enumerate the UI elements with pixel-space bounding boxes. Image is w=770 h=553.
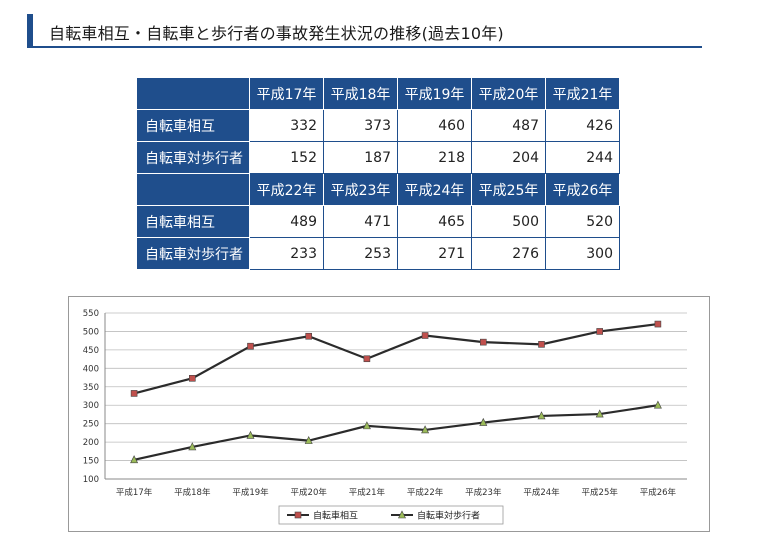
year-header: 平成20年 — [471, 77, 546, 110]
year-header: 平成19年 — [397, 77, 472, 110]
y-tick-label: 450 — [83, 346, 99, 356]
data-point — [247, 342, 254, 350]
table-row: 自転車相互 489 471 465 500 520 — [136, 205, 620, 238]
data-point — [421, 425, 430, 434]
table-cell: 426 — [545, 109, 620, 142]
x-tick-label: 平成23年 — [465, 487, 502, 498]
data-point — [538, 341, 545, 348]
data-point — [246, 430, 255, 439]
data-point — [304, 435, 313, 444]
legend-marker — [398, 510, 406, 519]
year-header: 平成17年 — [249, 77, 324, 110]
legend-label: 自転車対歩行者 — [417, 510, 480, 522]
data-point — [188, 442, 197, 451]
y-tick-label: 500 — [83, 327, 99, 337]
y-tick-label: 150 — [83, 457, 99, 467]
x-tick-label: 平成21年 — [349, 487, 386, 498]
x-tick-label: 平成25年 — [582, 487, 619, 498]
x-tick-label: 平成17年 — [116, 487, 153, 498]
data-point — [596, 328, 604, 335]
year-header: 平成26年 — [545, 173, 620, 206]
x-tick-label: 平成20年 — [291, 487, 328, 498]
data-point — [130, 390, 138, 397]
data-point — [421, 332, 429, 339]
series-line — [133, 404, 659, 461]
year-header: 平成18年 — [323, 77, 398, 110]
row-label: 自転車相互 — [136, 109, 250, 142]
legend-label: 自転車相互 — [313, 510, 358, 522]
year-header: 平成24年 — [397, 173, 472, 206]
year-header: 平成22年 — [249, 173, 324, 206]
data-point — [654, 320, 662, 328]
x-tick-label: 平成26年 — [640, 487, 677, 498]
data-point — [130, 455, 139, 464]
chart-canvas: 100 150 200 250 300 350 400 450 500 550 平成17年 平成18年… — [83, 309, 687, 525]
table-cell: 465 — [397, 205, 472, 238]
data-point — [479, 417, 488, 426]
y-tick-label: 200 — [83, 438, 99, 448]
table-header-row: 平成17年 平成18年 平成19年 平成20年 平成21年 — [136, 77, 620, 110]
year-header: 平成23年 — [323, 173, 398, 206]
data-point — [595, 409, 604, 418]
y-tick-label: 550 — [83, 309, 99, 319]
table-cell: 253 — [323, 237, 398, 270]
header-corner-cell — [136, 173, 250, 206]
table-cell: 300 — [545, 237, 620, 270]
table-cell: 152 — [249, 141, 324, 174]
table-cell: 373 — [323, 109, 398, 142]
y-tick-label: 250 — [83, 420, 99, 430]
data-point — [362, 421, 371, 430]
data-point — [305, 332, 312, 340]
table-cell: 332 — [249, 109, 324, 142]
year-header: 平成25年 — [471, 173, 546, 206]
table-cell: 218 — [397, 141, 472, 174]
table-row: 自転車対歩行者 152 187 218 204 244 — [136, 141, 620, 174]
data-point — [653, 400, 662, 409]
table-cell: 187 — [323, 141, 398, 174]
data-point — [189, 374, 196, 382]
data-point — [537, 411, 546, 420]
table-header-row: 平成22年 平成23年 平成24年 平成25年 平成26年 — [136, 173, 620, 206]
year-header: 平成21年 — [545, 77, 620, 110]
table-row: 自転車対歩行者 233 253 271 276 300 — [136, 237, 620, 270]
table-cell: 487 — [471, 109, 546, 142]
x-tick-label: 平成19年 — [232, 487, 269, 498]
row-label: 自転車相互 — [136, 205, 250, 238]
section-heading: 自転車相互・自転車と歩行者の事故発生状況の推移(過去10年) — [27, 14, 702, 48]
y-tick-label: 300 — [83, 401, 99, 411]
data-point — [363, 355, 371, 363]
table-cell: 489 — [249, 205, 324, 238]
x-tick-label: 平成22年 — [407, 487, 444, 498]
table-cell: 276 — [471, 237, 546, 270]
data-point — [479, 338, 487, 346]
table-cell: 271 — [397, 237, 472, 270]
legend-marker — [294, 511, 302, 519]
table-cell: 520 — [545, 205, 620, 238]
table-cell: 500 — [471, 205, 546, 238]
table-cell: 233 — [249, 237, 324, 270]
header-corner-cell — [136, 77, 250, 110]
series-line — [133, 322, 659, 395]
table-cell: 460 — [397, 109, 472, 142]
y-tick-label: 350 — [83, 383, 99, 393]
table-row: 自転車相互 332 373 460 487 426 — [136, 109, 620, 142]
accident-table: 平成17年 平成18年 平成19年 平成20年 平成21年 自転車相互 332 … — [136, 77, 620, 270]
y-tick-label: 100 — [83, 475, 99, 485]
line-chart: 100 150 200 250 300 350 400 450 500 550 平成17年 平成18年… — [68, 296, 710, 532]
row-label: 自転車対歩行者 — [136, 237, 250, 270]
table-cell: 244 — [545, 141, 620, 174]
x-tick-label: 平成24年 — [523, 487, 560, 498]
table-cell: 204 — [471, 141, 546, 174]
page-title: 自転車相互・自転車と歩行者の事故発生状況の推移(過去10年) — [49, 24, 504, 43]
table-cell: 471 — [323, 205, 398, 238]
x-tick-label: 平成18年 — [174, 487, 211, 498]
row-label: 自転車対歩行者 — [136, 141, 250, 174]
y-tick-label: 400 — [83, 364, 99, 374]
